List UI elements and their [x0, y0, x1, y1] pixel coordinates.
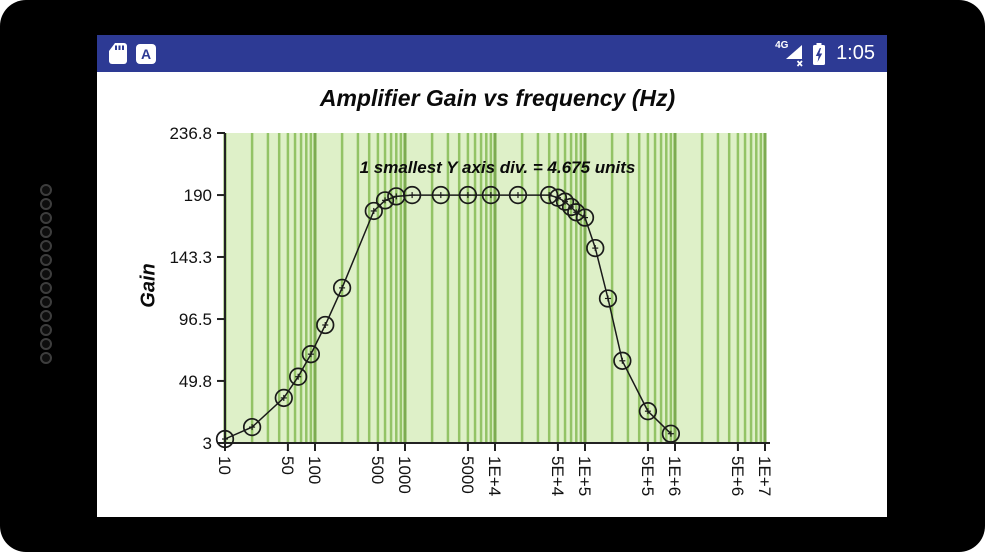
series-line	[224, 194, 672, 440]
a-app-icon[interactable]: A	[136, 43, 156, 64]
x-tick-label: 50	[278, 456, 297, 475]
y-tick-label: 236.8	[169, 124, 212, 143]
grille-dot	[40, 352, 52, 364]
grille-dot	[40, 324, 52, 336]
x-tick-label: 5E+6	[728, 456, 747, 496]
grille-dot	[40, 310, 52, 322]
signal-triangle-icon	[786, 44, 803, 67]
data-point-marker[interactable]	[364, 201, 383, 221]
status-bar-left: A	[109, 42, 156, 65]
y-tick-label: 143.3	[169, 248, 212, 267]
y-tick-label: 3	[203, 434, 212, 453]
data-point-marker[interactable]	[508, 185, 528, 205]
x-tick-label: 1E+4	[485, 456, 504, 496]
x-tick-label: 10	[215, 456, 234, 475]
data-point-marker[interactable]	[301, 345, 321, 364]
grille-dot	[40, 184, 52, 196]
grille-dot	[40, 282, 52, 294]
data-point-marker[interactable]	[375, 191, 395, 210]
data-point-marker[interactable]	[332, 278, 352, 298]
x-tick-label: 500	[368, 456, 387, 484]
grille-dot	[40, 296, 52, 308]
data-point-marker[interactable]	[586, 238, 605, 258]
status-bar: A 4G 1:05	[97, 35, 887, 72]
y-tick-label: 96.5	[179, 310, 212, 329]
clock: 1:05	[836, 42, 875, 64]
data-markers	[215, 185, 681, 449]
y-tick-label: 190	[184, 186, 212, 205]
grille-dot	[40, 240, 52, 252]
data-point-marker[interactable]	[402, 185, 422, 205]
data-point-marker[interactable]	[458, 185, 478, 205]
data-point-marker[interactable]	[575, 208, 595, 227]
x-tick-label: 5E+5	[638, 456, 657, 496]
grille-dot	[40, 212, 52, 224]
chart-annotation: 1 smallest Y axis div. = 4.675 units	[359, 158, 636, 177]
data-point-marker[interactable]	[555, 192, 575, 211]
x-tick-label: 100	[305, 456, 324, 484]
grille-dot	[40, 268, 52, 280]
x-tick-label: 1E+7	[755, 456, 774, 496]
data-point-marker[interactable]	[613, 351, 632, 370]
x-tick-label: 1E+6	[665, 456, 684, 496]
cellular-signal-icon: 4G	[775, 40, 805, 68]
data-point-marker[interactable]	[567, 203, 586, 222]
sd-card-icon	[109, 43, 127, 64]
data-point-marker[interactable]	[316, 315, 335, 335]
chart-plot[interactable]: 236.8 190 143.3 96.5 49.8 310 50 100 500 1000 5000…	[97, 72, 887, 517]
grille-dot	[40, 226, 52, 238]
grille-dot	[40, 254, 52, 266]
axes: 236.8 190 143.3 96.5 49.8 310 50 100 500 1000 5000…	[169, 124, 774, 496]
x-tick-label: 5000	[458, 456, 477, 494]
status-bar-right: 4G 1:05	[775, 40, 875, 68]
chart-title: Amplifier Gain vs frequency (Hz)	[319, 85, 676, 111]
data-point-marker[interactable]	[638, 402, 658, 421]
screen: A 4G 1:05 236.8 190 143.3 96.5	[97, 35, 887, 517]
data-point-marker[interactable]	[215, 429, 235, 449]
y-tick-label: 49.8	[179, 372, 212, 391]
battery-icon	[813, 42, 826, 65]
data-point-marker[interactable]	[289, 367, 308, 386]
y-axis-title: Gain	[137, 263, 160, 308]
data-point-marker[interactable]	[242, 417, 262, 437]
grille-dot	[40, 338, 52, 350]
x-tick-label: 1000	[395, 456, 414, 494]
network-type-label: 4G	[775, 39, 789, 51]
chart-area: 236.8 190 143.3 96.5 49.8 3 10 50 100 500 1000 5000…	[97, 72, 887, 517]
data-point-marker[interactable]	[598, 289, 618, 308]
data-point-marker[interactable]	[661, 424, 681, 443]
x-tick-label: 1E+5	[575, 456, 594, 496]
data-point-marker[interactable]	[431, 185, 450, 205]
grille-dot	[40, 198, 52, 210]
speaker-grille	[40, 184, 52, 364]
x-tick-label: 5E+4	[548, 456, 567, 496]
data-point-marker[interactable]	[274, 388, 293, 408]
data-point-marker[interactable]	[481, 185, 501, 205]
data-point-marker[interactable]	[561, 197, 581, 217]
